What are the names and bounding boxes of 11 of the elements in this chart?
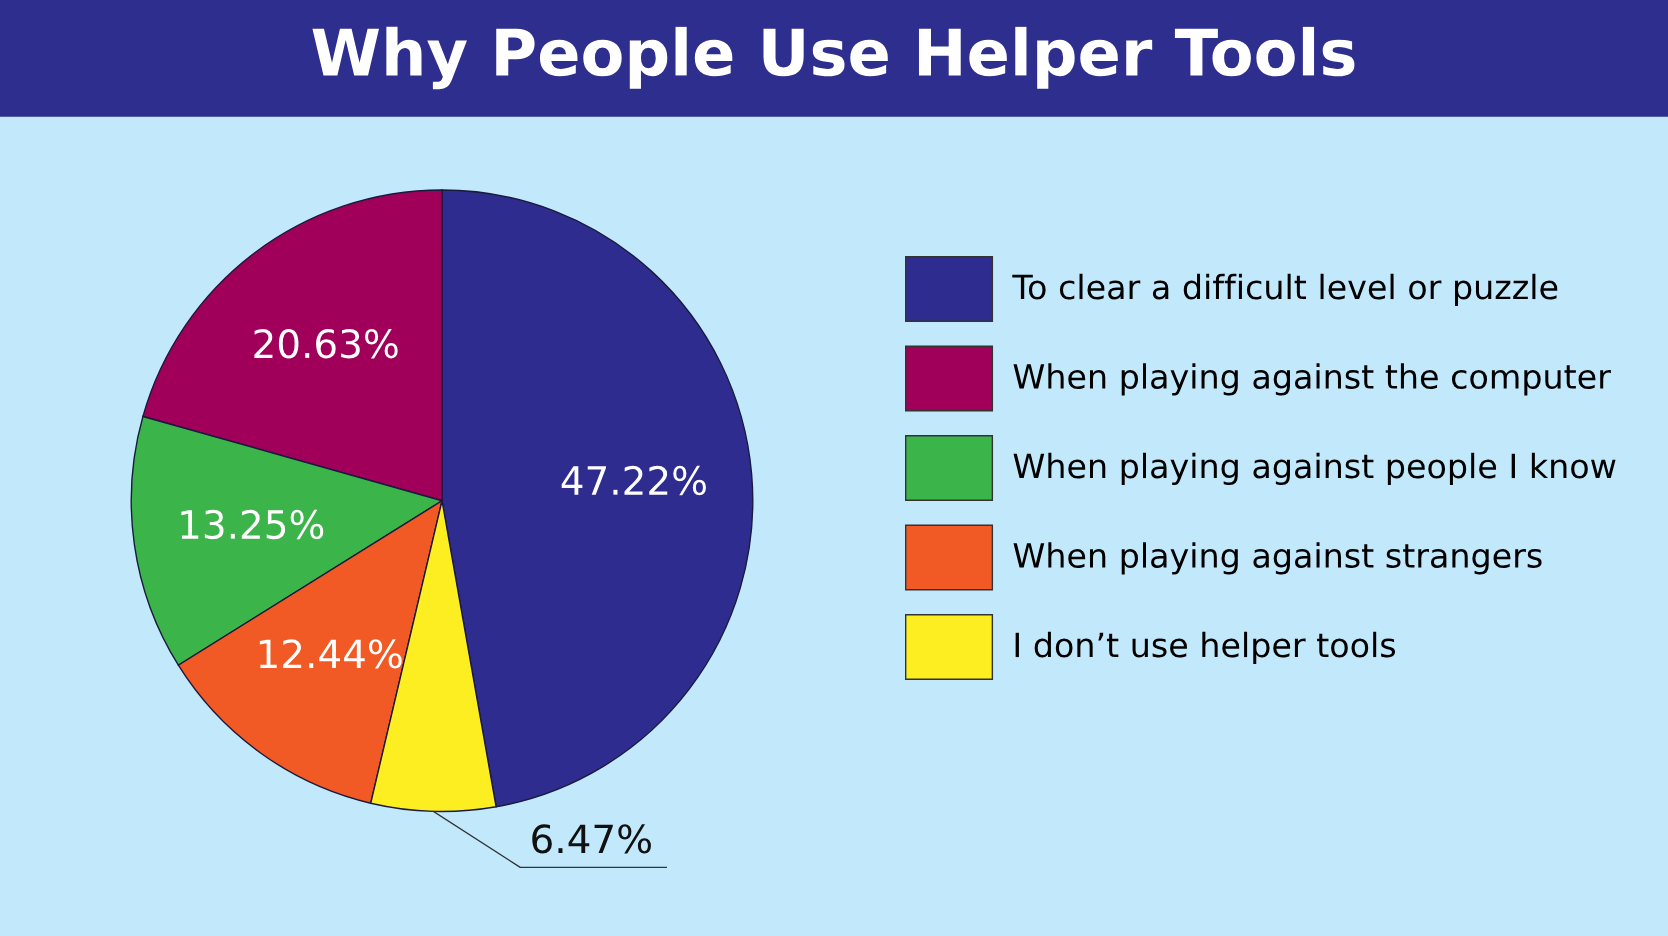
data-label: 6.47% xyxy=(532,824,651,854)
legend-label: I don’t use helper tools xyxy=(1015,631,1396,665)
chart-title: Why People Use Helper Tools xyxy=(312,26,1355,90)
legend-label: When playing against people I know xyxy=(1013,452,1616,486)
legend-label: When playing against the computer xyxy=(1013,363,1611,396)
data-label: 12.44% xyxy=(259,639,402,669)
legend-label: When playing against strangers xyxy=(1013,542,1542,575)
data-label: 20.63% xyxy=(254,329,398,359)
data-label: 13.25% xyxy=(181,509,324,540)
legend-label: To clear a difficult level or puzzle xyxy=(1012,273,1558,307)
data-label: 47.22% xyxy=(561,465,706,496)
